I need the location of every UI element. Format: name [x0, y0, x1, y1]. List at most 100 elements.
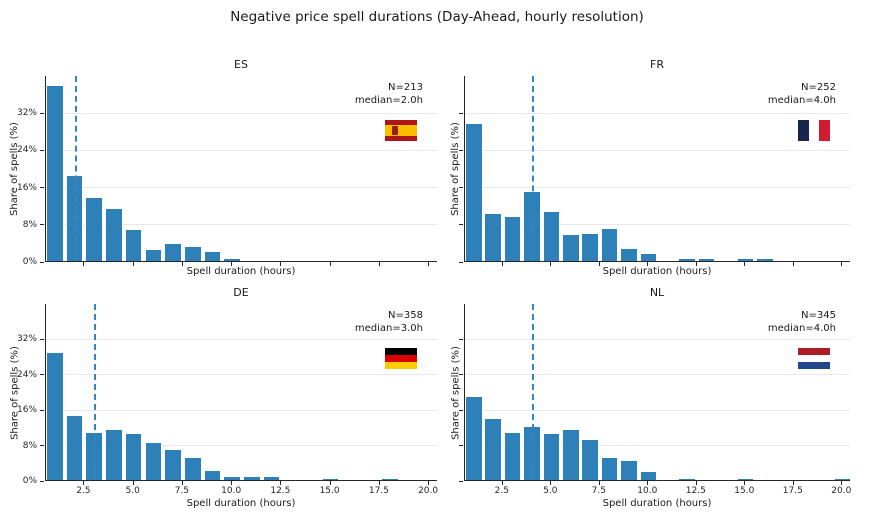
y-tick	[459, 187, 463, 188]
flag-stripe	[798, 362, 830, 369]
x-tick	[550, 262, 552, 266]
histogram-bar	[542, 211, 561, 261]
gridline	[46, 374, 437, 375]
y-tick-label: 24%	[16, 145, 37, 155]
gridline	[46, 224, 437, 225]
x-tick	[83, 262, 85, 266]
histogram-bar	[678, 478, 696, 480]
x-tick	[428, 262, 430, 266]
histogram-bar	[46, 352, 64, 480]
gridline	[46, 187, 437, 188]
y-axis-label: Share of spells (%)	[450, 122, 461, 216]
histogram-bar	[65, 415, 84, 480]
flag-stripe	[819, 120, 831, 141]
x-tick	[231, 481, 233, 485]
x-tick	[695, 481, 697, 485]
x-tick-label: 20.0	[831, 486, 852, 496]
gridline	[465, 224, 850, 225]
x-tick-label: 10.0	[221, 486, 242, 496]
x-tick-label: 12.5	[270, 486, 291, 496]
x-tick	[181, 481, 183, 485]
histogram-bar	[600, 228, 619, 261]
x-tick-label: 5.0	[125, 486, 140, 496]
x-tick-label: 5.0	[543, 486, 558, 496]
median-line	[74, 76, 77, 261]
subplot-de: DE 2.5 5.0 7.5 10.0 12.5 15.0 17.5 20.0 0% 8% 16% 24…	[9, 286, 438, 509]
x-tick	[378, 262, 380, 266]
figure-title: Negative price spell durations (Day-Ahea…	[230, 9, 644, 25]
x-tick	[132, 481, 134, 485]
y-tick-label: 0%	[22, 476, 37, 486]
flag-stripe	[385, 135, 417, 141]
histogram-bar	[639, 253, 658, 261]
x-tick	[280, 481, 282, 485]
flag-stripe	[385, 125, 417, 136]
plot-area	[464, 76, 850, 262]
histogram-bar	[600, 457, 619, 480]
y-axis-label: Share of spells (%)	[450, 345, 461, 440]
x-tick	[280, 262, 282, 266]
histogram-bar	[736, 478, 755, 480]
gridline	[465, 410, 850, 411]
y-tick	[40, 187, 44, 188]
x-tick	[841, 262, 843, 266]
y-tick	[40, 445, 44, 446]
gridline	[46, 113, 437, 114]
median-label: median=2.0h	[354, 94, 423, 106]
histogram-bar	[503, 432, 522, 480]
x-tick	[378, 481, 380, 485]
y-tick	[459, 410, 463, 411]
y-tick-label: 0%	[22, 257, 37, 267]
subplot-title: NL	[649, 286, 665, 299]
x-tick-label: 7.5	[174, 486, 190, 496]
histogram-bar	[756, 259, 774, 261]
flag-stripe	[385, 355, 417, 362]
histogram-bar	[144, 249, 163, 261]
median-label: median=4.0h	[767, 322, 836, 334]
histogram-bar	[223, 476, 241, 480]
subplot-fr: FR Spell duration (hours) Share of spells …	[450, 58, 850, 277]
x-tick	[598, 481, 600, 485]
histogram-bar	[639, 472, 658, 480]
flag-es-icon	[385, 120, 417, 141]
flag-de-icon	[385, 348, 417, 369]
x-tick	[132, 262, 134, 266]
histogram-bar	[562, 430, 580, 480]
x-tick-label: 2.5	[494, 486, 509, 496]
flag-emblem	[392, 126, 398, 135]
histogram-bar	[203, 471, 222, 480]
histogram-bar	[243, 477, 261, 480]
stats-annotation: N=345 median=4.0h	[768, 310, 836, 335]
histogram-bar	[46, 86, 64, 261]
n-count-label: N=345	[801, 310, 836, 321]
x-tick	[744, 481, 746, 485]
x-axis-label: Spell duration (hours)	[186, 498, 296, 509]
x-tick-label: 15.0	[734, 486, 755, 496]
subplot-es: ES 0% 8% 16% 24% 32% Spell duration (hours) Sha…	[9, 58, 437, 277]
flag-stripe	[798, 120, 809, 141]
histogram-bar	[465, 396, 483, 480]
y-tick	[459, 113, 463, 114]
gridline	[46, 339, 437, 340]
histogram-bar	[562, 235, 580, 261]
histogram-bar	[465, 124, 483, 261]
plot-area	[45, 304, 437, 481]
n-count-label: N=358	[388, 310, 423, 321]
x-tick	[695, 262, 697, 266]
y-tick	[40, 113, 44, 114]
x-axis-label: Spell duration (hours)	[602, 498, 712, 509]
x-tick-label: 12.5	[685, 486, 706, 496]
y-tick	[459, 224, 463, 225]
histogram-bar	[678, 259, 696, 261]
flag-stripe	[385, 120, 417, 126]
stats-annotation: N=213 median=2.0h	[355, 82, 423, 107]
gridline	[46, 445, 437, 446]
histogram-bar	[144, 442, 163, 480]
y-tick	[459, 150, 463, 151]
y-axis-label: Share of spells (%)	[9, 345, 20, 440]
histogram-bar	[620, 461, 638, 480]
x-tick-label: 17.5	[782, 486, 803, 496]
x-tick-label: 2.5	[76, 486, 91, 496]
flag-stripe	[385, 348, 417, 355]
x-tick	[428, 481, 430, 485]
